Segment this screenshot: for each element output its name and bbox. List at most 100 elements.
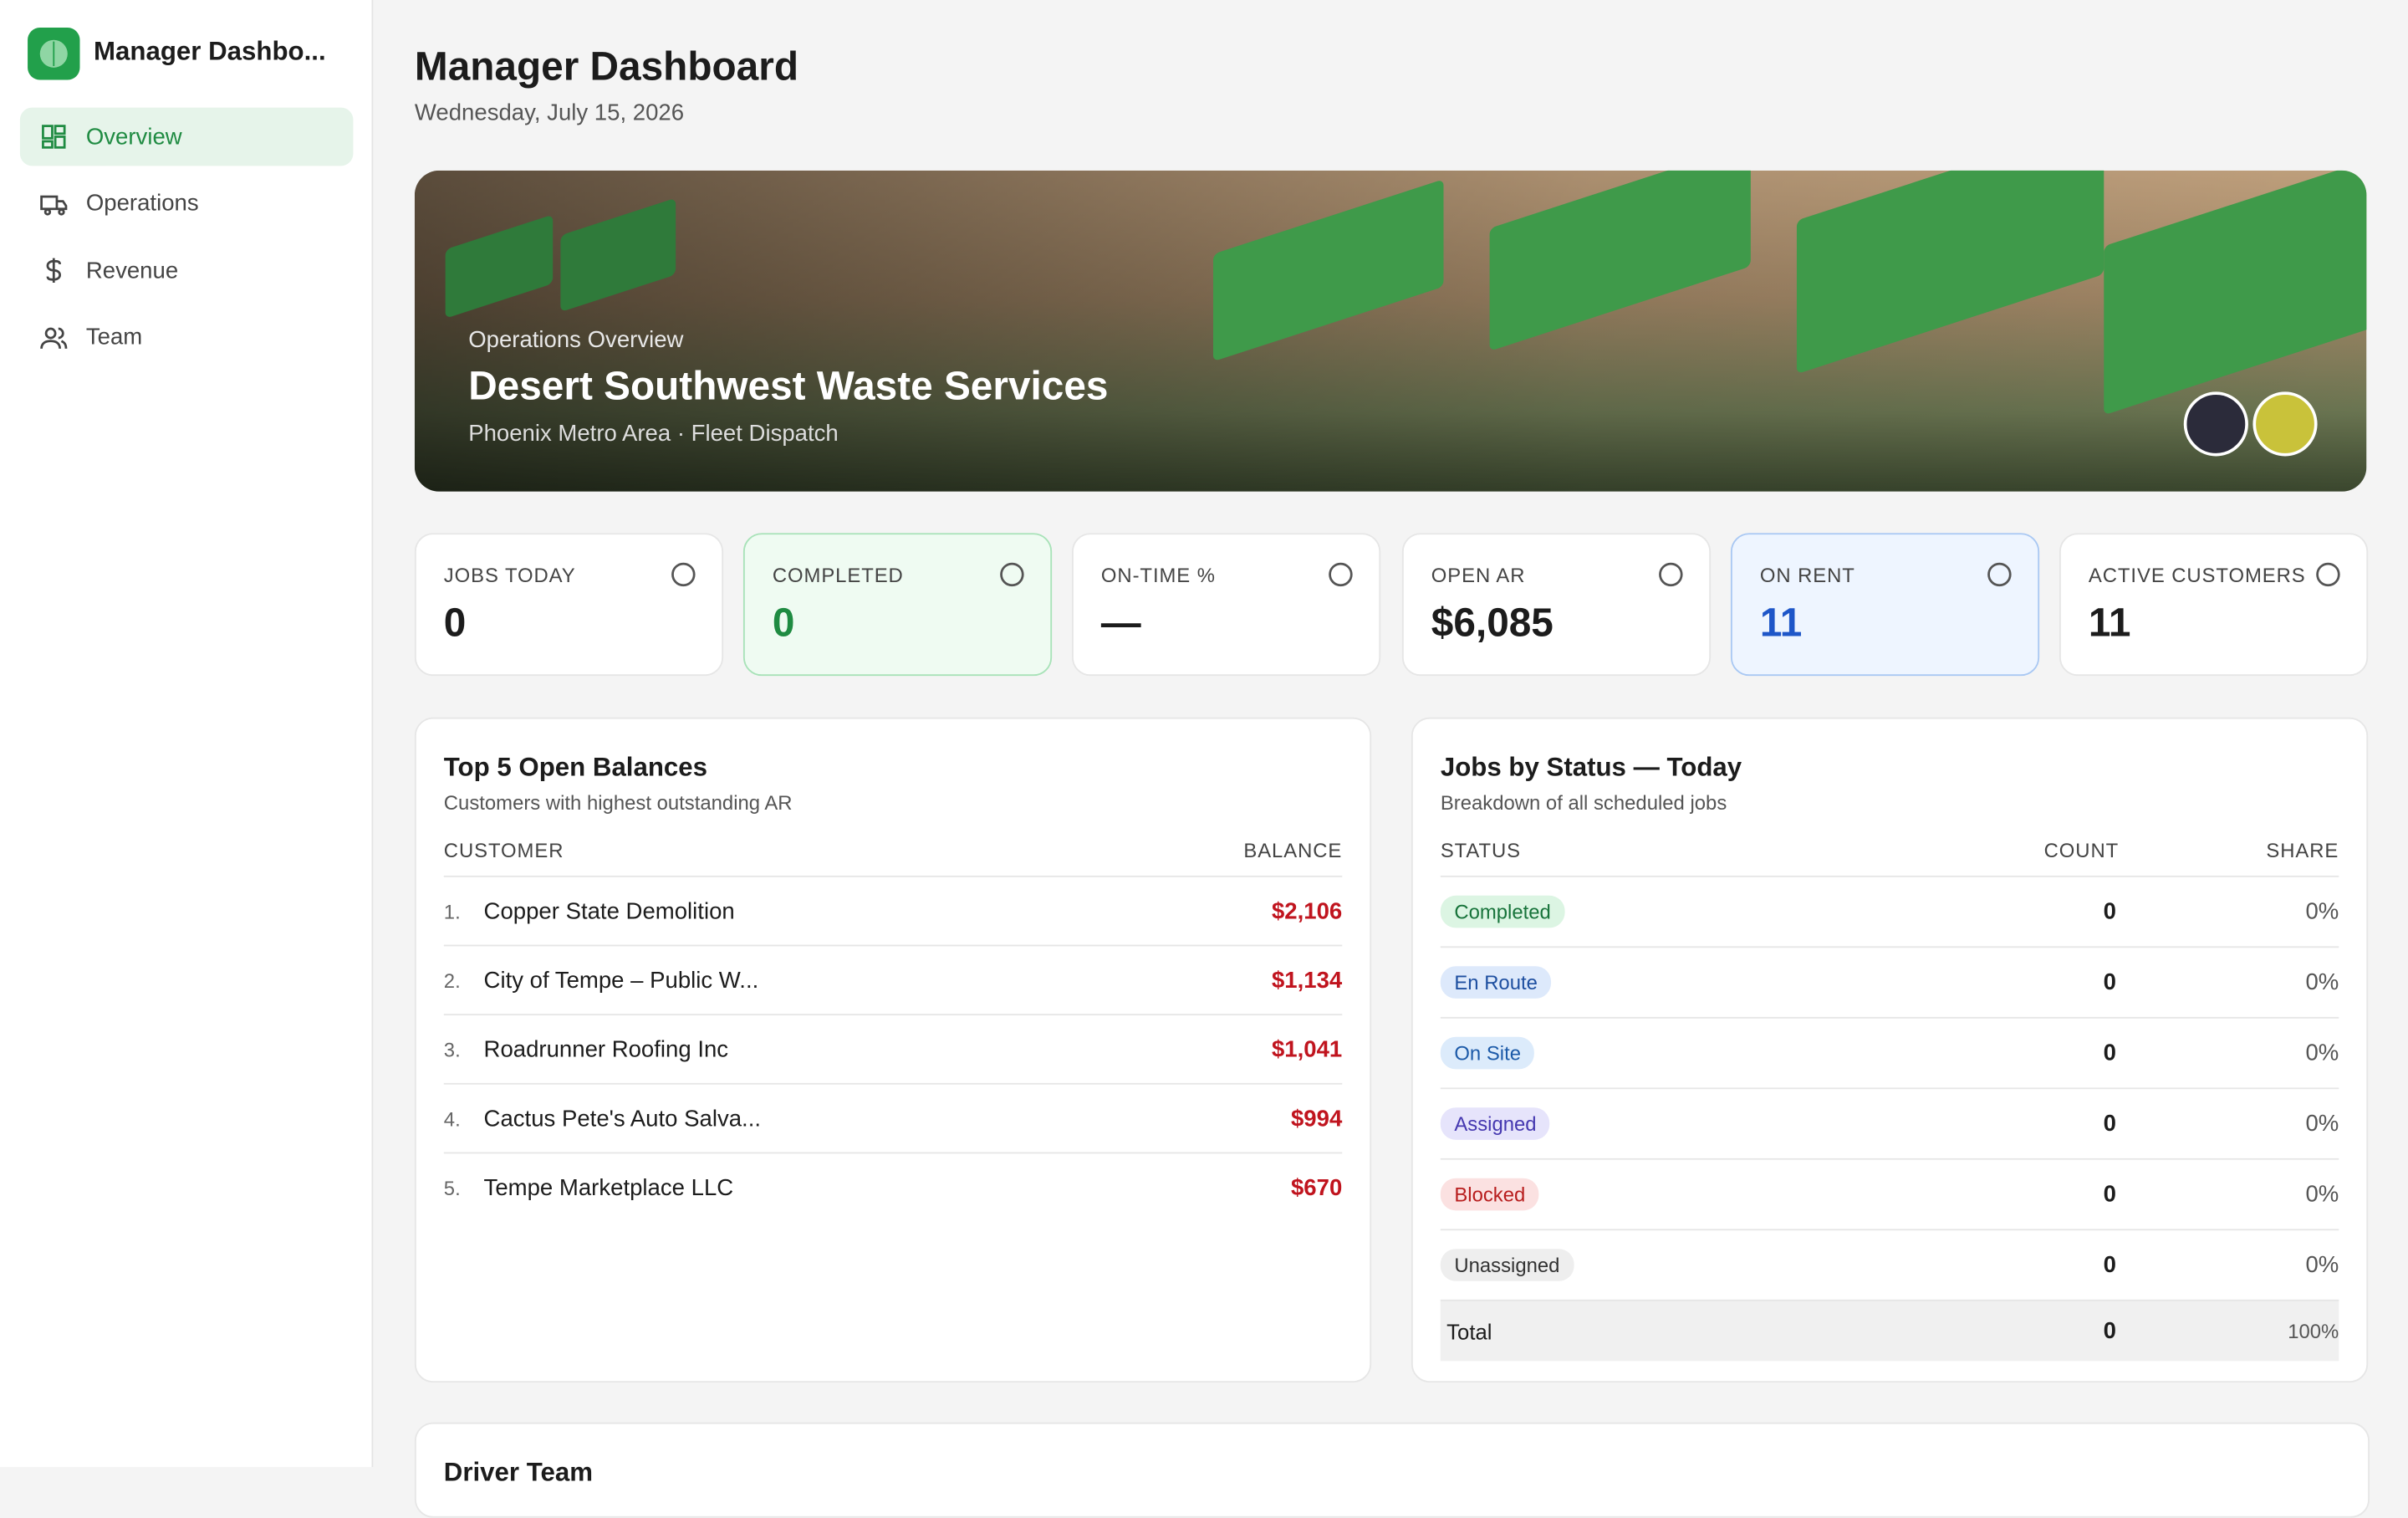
avatar[interactable]: [2183, 391, 2248, 457]
balance: $1,134: [1271, 968, 1343, 994]
nav-item[interactable]: Team: [20, 308, 354, 366]
nav-label: Overview: [85, 123, 182, 151]
panel-title: Driver Team: [443, 1458, 593, 1487]
rank: 3.: [443, 1038, 461, 1062]
status-pill: Assigned: [1440, 1107, 1551, 1140]
count: 0: [2103, 1181, 2116, 1208]
customer: Cactus Pete's Auto Salva...: [483, 1106, 762, 1132]
kpi-value: 11: [2088, 599, 2131, 646]
count: 0: [2103, 1251, 2116, 1279]
rank: 4.: [443, 1107, 461, 1131]
customer: City of Tempe – Public W...: [483, 968, 759, 994]
driver-panel: Driver Team: [414, 1422, 2370, 1518]
page-title: Manager Dashboard: [414, 43, 798, 89]
column-header: COUNT: [2043, 838, 2120, 862]
balance-row[interactable]: 5. Tempe Marketplace LLC $670: [443, 1152, 1343, 1223]
kpi-value: $6,085: [1431, 599, 1553, 646]
status-row: En Route 0 0%: [1440, 946, 2339, 1016]
sidebar: Manager Dashbo... Overview Operations Reve…: [0, 0, 374, 1468]
share: 0%: [2305, 1251, 2339, 1279]
panel-title: Top 5 Open Balances: [443, 752, 708, 782]
kpi-card: COMPLETED 0: [742, 533, 1053, 677]
share: 0%: [2305, 898, 2339, 925]
kpi-icon: [1657, 560, 1685, 595]
kpi-label: ON-TIME %: [1100, 564, 1216, 587]
kpi-card: JOBS TODAY 0: [414, 533, 724, 677]
page-date: Wednesday, July 15, 2026: [414, 100, 685, 126]
nav-label: Team: [85, 324, 143, 350]
customer: Copper State Demolition: [483, 898, 735, 925]
hero: Operations Overview Desert Southwest Was…: [414, 170, 2367, 492]
kpi-icon: [2314, 560, 2342, 595]
balance-row[interactable]: 2. City of Tempe – Public W... $1,134: [443, 944, 1343, 1015]
balance: $670: [1290, 1175, 1343, 1202]
nav-label: Revenue: [85, 257, 179, 284]
rank: 1.: [443, 900, 461, 923]
total-share: 100%: [2288, 1319, 2339, 1343]
kpi-label: JOBS TODAY: [443, 564, 576, 587]
total-label: Total: [1446, 1318, 1492, 1344]
kpi-card: ACTIVE CUSTOMERS 11: [2059, 533, 2369, 677]
share: 0%: [2305, 1040, 2339, 1066]
hero-eyebrow: Operations Overview: [468, 327, 684, 354]
nav-item[interactable]: Overview: [19, 107, 354, 166]
balance: $994: [1290, 1106, 1343, 1132]
count: 0: [2103, 1110, 2116, 1137]
kpi-card: OPEN AR $6,085: [1401, 533, 1712, 677]
count: 0: [2103, 1040, 2116, 1066]
status-row: Blocked 0 0%: [1440, 1158, 2339, 1229]
customer: Roadrunner Roofing Inc: [483, 1036, 729, 1063]
nav-label: Operations: [85, 190, 199, 217]
kpi-label: COMPLETED: [772, 564, 904, 587]
share: 0%: [2305, 1181, 2339, 1208]
kpi-label: ACTIVE CUSTOMERS: [2088, 564, 2306, 587]
app-name: Manager Dashbo...: [94, 37, 326, 66]
kpi-card: ON RENT 11: [1730, 533, 2040, 677]
kpi-icon: [1986, 560, 2013, 595]
kpi-icon: [670, 560, 697, 595]
share: 0%: [2305, 1110, 2339, 1137]
rank: 2.: [443, 969, 461, 993]
nav-item[interactable]: Operations: [20, 174, 354, 233]
kpi-label: OPEN AR: [1431, 564, 1526, 587]
kpi-label: ON RENT: [1759, 564, 1855, 587]
balances-panel: Top 5 Open Balances Customers with highe…: [414, 717, 1372, 1383]
column-header: STATUS: [1440, 838, 1521, 862]
status-pill: On Site: [1440, 1036, 1535, 1070]
status-row: Unassigned 0 0%: [1440, 1229, 2339, 1299]
rank: 5.: [443, 1176, 461, 1200]
column-header: BALANCE: [1243, 838, 1343, 862]
kpi-value: 0: [443, 599, 467, 646]
kpi-icon: [998, 560, 1026, 595]
hero-subtitle: Phoenix Metro Area · Fleet Dispatch: [468, 421, 839, 447]
avatar[interactable]: [2252, 391, 2318, 457]
balance-row[interactable]: 4. Cactus Pete's Auto Salva... $994: [443, 1082, 1343, 1153]
kpi-value: 11: [1759, 599, 1803, 646]
panel-subtitle: Customers with highest outstanding AR: [443, 790, 793, 815]
balance: $1,041: [1271, 1036, 1343, 1063]
jobs-panel: Jobs by Status — Today Breakdown of all …: [1411, 717, 2369, 1383]
hero-title: Desert Southwest Waste Services: [468, 362, 1109, 409]
status-pill: Unassigned: [1440, 1249, 1574, 1281]
total-count: 0: [2103, 1317, 2116, 1345]
kpi-value: —: [1100, 599, 1141, 646]
panel-subtitle: Breakdown of all scheduled jobs: [1440, 790, 1727, 815]
status-row: Completed 0 0%: [1440, 875, 2339, 946]
count: 0: [2103, 898, 2116, 925]
kpi-value: 0: [772, 599, 795, 646]
balance: $2,106: [1271, 898, 1343, 925]
column-header: CUSTOMER: [443, 838, 564, 862]
nav-item[interactable]: Revenue: [20, 241, 354, 299]
kpi-card: ON-TIME % —: [1072, 533, 1381, 677]
status-row: On Site 0 0%: [1440, 1016, 2339, 1087]
balance-row[interactable]: 1. Copper State Demolition $2,106: [443, 875, 1343, 946]
count: 0: [2103, 969, 2116, 996]
status-pill: Completed: [1440, 895, 1565, 928]
status-row: Assigned 0 0%: [1440, 1087, 2339, 1158]
balance-row[interactable]: 3. Roadrunner Roofing Inc $1,041: [443, 1014, 1343, 1084]
kpi-icon: [1327, 560, 1354, 595]
customer: Tempe Marketplace LLC: [483, 1175, 734, 1202]
total-row: Total 0 100%: [1440, 1299, 2339, 1362]
